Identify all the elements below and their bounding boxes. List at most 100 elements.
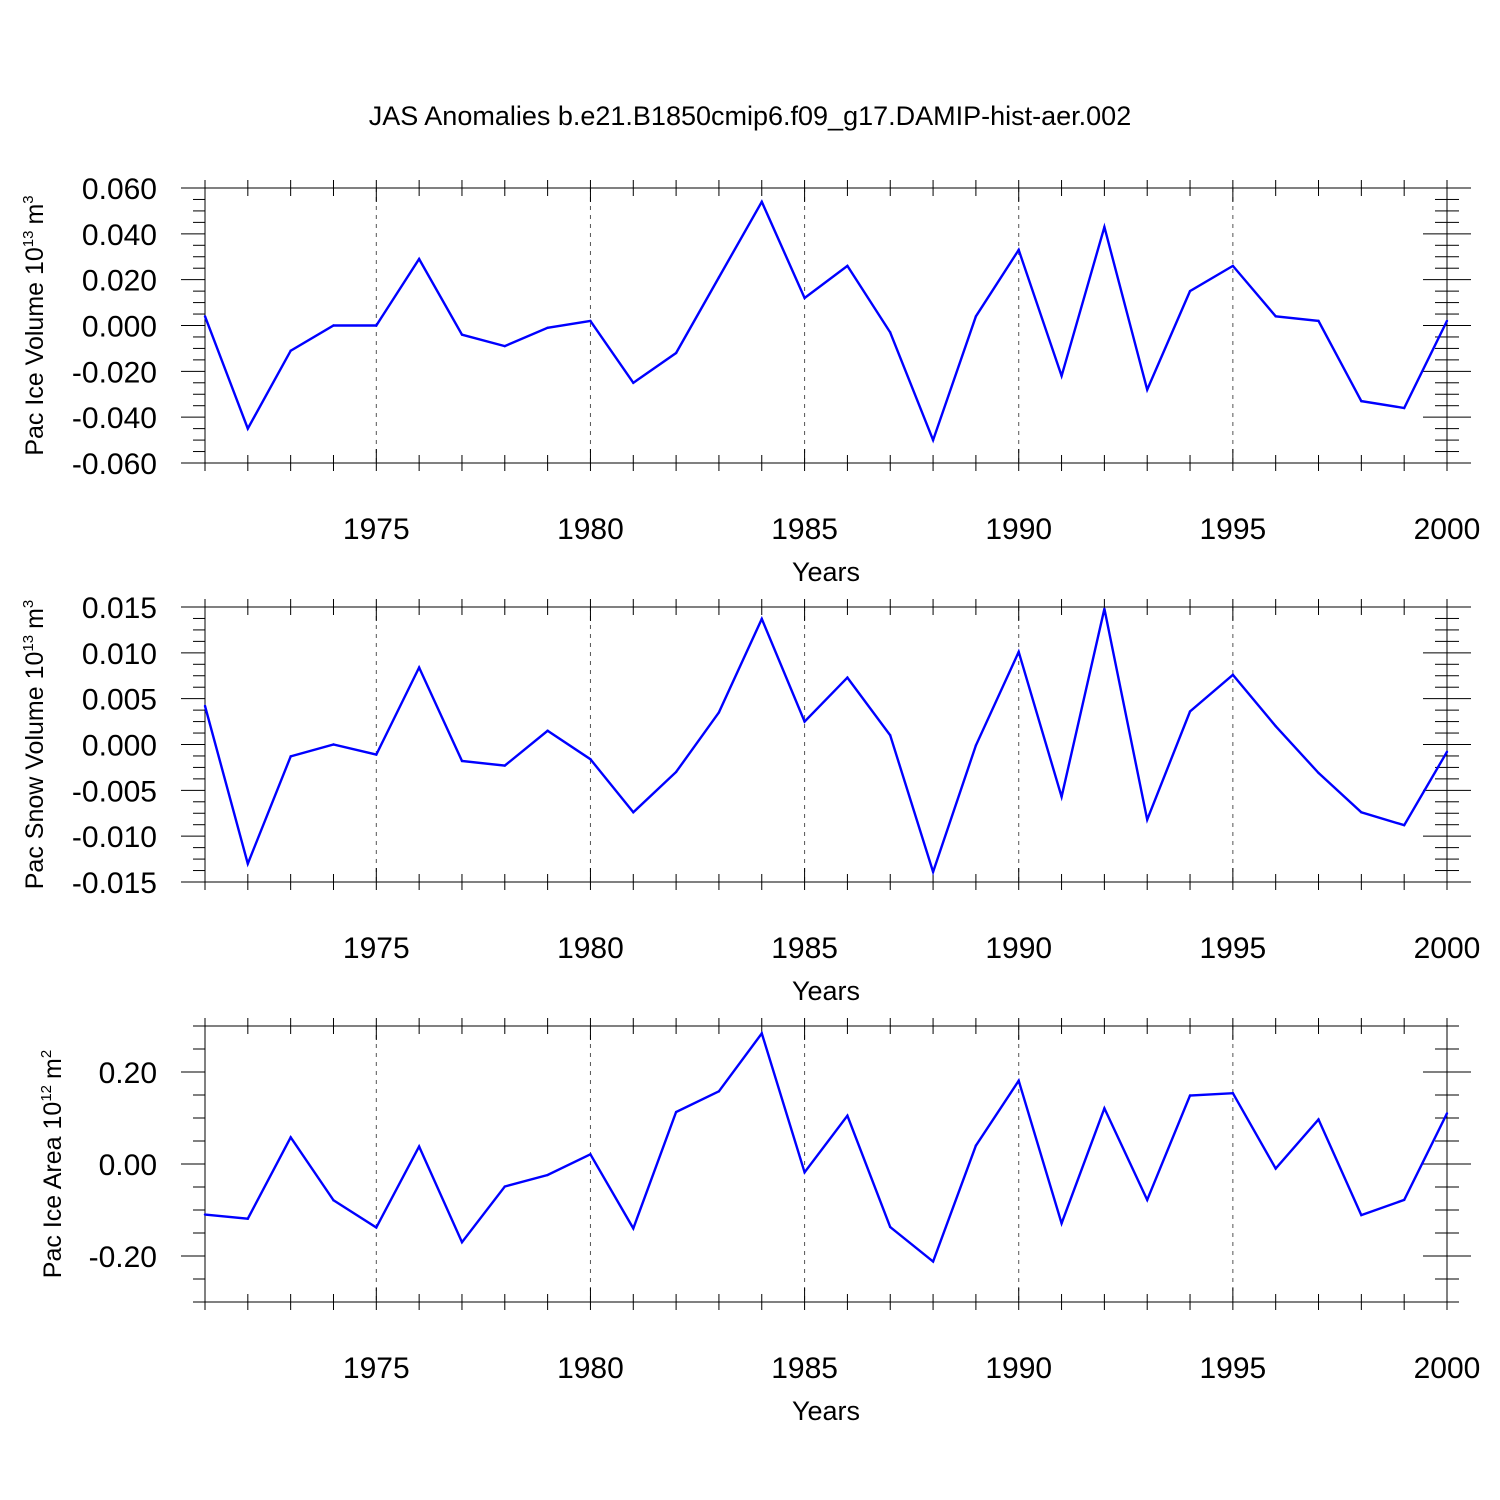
y-tick-label: 0.015: [82, 592, 157, 625]
y-axis-label-exponent: 13: [20, 635, 37, 652]
y-axis-label-unit-exponent: 3: [20, 195, 37, 203]
data-point: [1017, 650, 1020, 654]
data-point: [889, 331, 892, 334]
data-point: [1445, 750, 1449, 754]
x-tick-label: 1990: [985, 932, 1052, 965]
x-tick-label: 1995: [1199, 1352, 1266, 1385]
data-point: [1317, 319, 1320, 323]
x-tick-label: 1975: [343, 513, 410, 546]
data-point: [417, 666, 421, 669]
y-tick-label: -0.060: [72, 448, 157, 481]
data-point: [1103, 607, 1106, 611]
data-point: [846, 1114, 849, 1117]
data-point: [1231, 1091, 1235, 1095]
data-point: [589, 319, 592, 323]
data-point: [332, 324, 335, 327]
data-point: [1103, 225, 1106, 229]
y-axis-label: Pac Ice Volume 1013 m3: [20, 195, 49, 455]
y-axis-label-unit: m: [21, 204, 49, 225]
y-tick-label: 0.010: [82, 638, 157, 671]
data-point: [1146, 1198, 1149, 1202]
x-tick-label: 1975: [343, 1352, 410, 1385]
data-point: [289, 1136, 292, 1139]
plot-frame: [204, 187, 1448, 464]
series-line: [203, 608, 1449, 876]
data-point: [1360, 1213, 1363, 1217]
y-tick-label: -0.005: [72, 775, 157, 808]
y-axis-label-exponent: 13: [20, 231, 37, 248]
data-point: [203, 704, 207, 708]
data-point: [931, 870, 935, 874]
x-tick-label: 2000: [1414, 1352, 1481, 1385]
data-point: [974, 744, 978, 747]
data-point: [546, 326, 549, 329]
x-axis-label: Years: [792, 976, 860, 1006]
data-point: [717, 1090, 721, 1093]
series-line: [203, 199, 1449, 444]
data-point: [289, 755, 292, 758]
data-point: [974, 315, 978, 318]
y-axis-label-text: Pac Snow Volume 10: [21, 652, 49, 890]
data-point: [375, 324, 378, 327]
data-point: [803, 1171, 806, 1174]
data-point: [1060, 795, 1063, 798]
data-point: [417, 1145, 421, 1148]
data-point: [203, 315, 207, 318]
y-tick-label: -0.20: [89, 1241, 157, 1274]
data-point: [632, 1227, 635, 1230]
y-tick-label: 0.000: [82, 730, 157, 763]
data-point: [846, 676, 849, 679]
data-point: [1017, 248, 1020, 252]
y-axis-label-unit: m: [21, 608, 49, 629]
x-tick-label: 1995: [1199, 513, 1266, 546]
data-point: [1274, 315, 1277, 318]
data-point: [1274, 724, 1277, 728]
data-point: [332, 743, 335, 746]
data-point: [717, 276, 721, 279]
data-point: [760, 200, 763, 203]
data-point: [1060, 374, 1063, 378]
data-point: [246, 862, 250, 865]
y-tick-label: 0.020: [82, 265, 157, 298]
data-point: [460, 1241, 464, 1244]
plot-frame: [204, 1025, 1448, 1303]
data-point: [1360, 399, 1363, 403]
chart-panel-3: 1975 1980 1985 1990 1995 2000 Years -0.20 0.00 0.…: [38, 1018, 1480, 1426]
data-point: [375, 1226, 378, 1229]
data-point: [760, 1032, 763, 1035]
x-tick-label: 1990: [985, 513, 1052, 546]
data-point: [460, 333, 464, 336]
y-axis-label-text: Pac Ice Area 10: [39, 1102, 67, 1279]
x-tick-label: 2000: [1414, 513, 1481, 546]
x-tick-label: 1975: [343, 932, 410, 965]
data-point: [889, 734, 892, 737]
y-axis-label-unit-exponent: 3: [20, 600, 37, 608]
data-point: [1103, 1107, 1106, 1110]
plot-frame: [204, 606, 1448, 883]
data-point: [246, 1217, 250, 1220]
data-point: [846, 264, 849, 268]
data-point: [1274, 1167, 1277, 1170]
x-tick-label: 1980: [557, 513, 624, 546]
data-point: [589, 1153, 592, 1156]
data-point: [674, 1110, 678, 1114]
y-tick-label: -0.015: [72, 867, 157, 900]
data-point: [760, 617, 763, 621]
chart-panel-1: 1975 1980 1985 1990 1995 2000 Years -0.060 -0.04…: [20, 173, 1480, 587]
panels: 1975 1980 1985 1990 1995 2000 Years -0.060 -0.04…: [20, 173, 1480, 1426]
data-point: [246, 427, 250, 430]
data-point: [203, 1213, 207, 1216]
data-point: [1017, 1079, 1020, 1082]
x-axis-label: Years: [792, 557, 860, 587]
y-axis-label-exponent: 12: [38, 1085, 55, 1102]
y-axis-label-text: Pac Ice Volume 10: [21, 247, 49, 455]
y-tick-label: 0.060: [82, 173, 157, 206]
data-point: [1060, 1222, 1063, 1225]
y-tick-label: 0.00: [99, 1149, 157, 1182]
x-tick-label: 1980: [557, 1352, 624, 1385]
data-point: [546, 1173, 549, 1177]
data-point: [1188, 1094, 1192, 1097]
data-point: [1317, 771, 1320, 775]
x-tick-label: 1990: [985, 1352, 1052, 1385]
